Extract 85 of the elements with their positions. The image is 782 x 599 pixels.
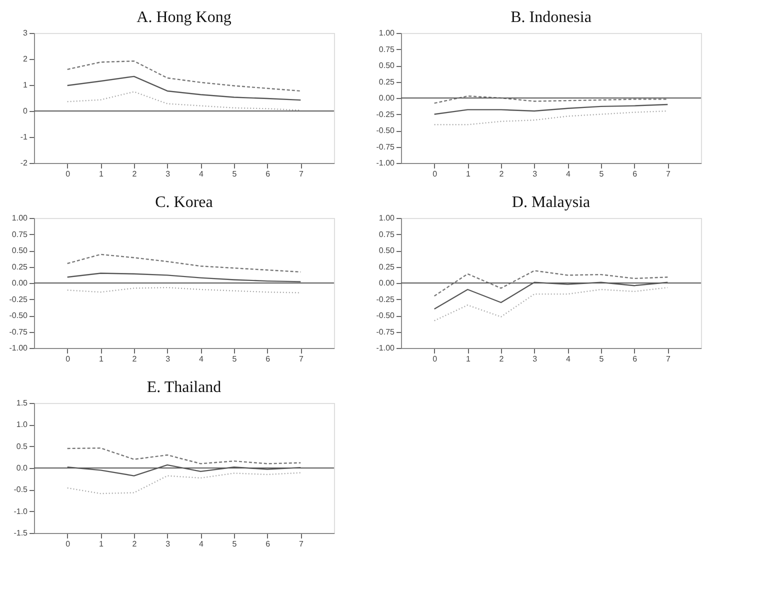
x-tick-label: 6 [266, 170, 271, 178]
x-tick-label: 4 [198, 170, 204, 178]
x-tick-label: 5 [232, 540, 238, 548]
y-tick-label: -1.00 [9, 344, 28, 352]
x-tick-label: 6 [632, 354, 638, 364]
y-tick-label: 0.25 [12, 262, 28, 272]
x-tick-label: 7 [298, 540, 304, 548]
y-tick-label: 0.00 [12, 278, 28, 288]
x-tick-label: 1 [98, 354, 104, 364]
y-tick-label: 0.75 [378, 230, 396, 239]
x-tick-label: 6 [266, 540, 271, 548]
y-tick-label: -0.25 [9, 294, 28, 304]
x-tick-label: 3 [166, 170, 171, 178]
x-tick-label: 1 [466, 170, 471, 178]
y-tick-label: 1.00 [12, 214, 28, 222]
x-tick-label: 3 [532, 354, 538, 364]
y-tick-label: -0.75 [376, 142, 396, 152]
chart-title: A. Hong Kong [136, 9, 232, 26]
x-tick-label: 0 [66, 170, 71, 178]
y-tick-label: -1.5 [14, 528, 28, 538]
y-tick-label: -2 [20, 158, 28, 168]
x-tick-label: 1 [98, 540, 104, 548]
x-tick-label: 5 [599, 354, 604, 364]
y-tick-label: -1 [20, 132, 28, 142]
x-tick-label: 7 [666, 170, 671, 178]
x-tick-label: 4 [566, 170, 571, 178]
x-tick-label: 3 [166, 540, 171, 548]
y-tick-label: 0.50 [378, 61, 396, 70]
x-tick-label: 3 [166, 354, 171, 364]
y-tick-label: -0.50 [376, 126, 396, 135]
x-tick-label: 0 [432, 354, 438, 364]
y-tick-label: -1.00 [376, 344, 396, 352]
chart-title: E. Thailand [146, 379, 222, 396]
x-tick-label: 6 [632, 170, 638, 178]
y-tick-label: -0.75 [9, 327, 28, 336]
x-tick-label: 2 [132, 354, 138, 364]
x-tick-label: 2 [132, 170, 138, 178]
y-tick-label: -0.50 [9, 311, 28, 320]
x-tick-label: 6 [266, 354, 271, 364]
x-tick-label: 1 [466, 354, 471, 364]
x-tick-label: 5 [232, 354, 238, 364]
y-tick-label: -0.25 [376, 110, 396, 119]
x-tick-label: 7 [298, 354, 304, 364]
y-tick-label: -1.00 [376, 158, 396, 168]
y-tick-label: -1.0 [14, 506, 28, 516]
y-tick-label: 3 [23, 28, 28, 38]
x-tick-label: 0 [66, 540, 71, 548]
y-tick-label: 1.5 [16, 398, 28, 408]
x-tick-label: 4 [566, 354, 571, 364]
x-tick-label: 4 [198, 354, 204, 364]
y-tick-label: 0.00 [378, 94, 396, 102]
y-tick-label: 1.00 [378, 28, 396, 38]
x-tick-label: 0 [432, 170, 438, 178]
y-tick-label: 0.0 [16, 464, 28, 472]
y-tick-label: 0.25 [378, 77, 396, 86]
x-tick-label: 5 [599, 170, 604, 178]
y-tick-label: 1 [23, 80, 28, 90]
y-tick-label: 0.5 [16, 442, 28, 451]
x-tick-label: 4 [198, 540, 204, 548]
y-tick-label: 0.25 [378, 262, 396, 272]
y-tick-label: -0.25 [376, 294, 396, 304]
x-tick-label: 2 [499, 170, 504, 178]
y-tick-label: 1.00 [378, 214, 396, 222]
chart-title: B. Indonesia [510, 9, 592, 26]
y-tick-label: 0.75 [12, 230, 28, 239]
x-tick-label: 7 [298, 170, 304, 178]
x-tick-label: 2 [499, 354, 504, 364]
x-tick-label: 7 [666, 354, 671, 364]
x-tick-label: 1 [98, 170, 104, 178]
y-tick-label: 0 [23, 106, 28, 116]
x-tick-label: 2 [132, 540, 138, 548]
y-tick-label: 0.00 [378, 278, 396, 288]
y-tick-label: 1.0 [16, 420, 28, 430]
chart-title: C. Korea [155, 194, 213, 211]
x-tick-label: 5 [232, 170, 238, 178]
chart-title: D. Malaysia [512, 194, 590, 211]
y-tick-label: -0.5 [14, 485, 28, 494]
x-tick-label: 0 [66, 354, 71, 364]
y-tick-label: 0.50 [378, 246, 396, 255]
y-tick-label: -0.50 [376, 311, 396, 320]
x-tick-label: 3 [532, 170, 538, 178]
y-tick-label: 0.50 [12, 246, 28, 255]
y-tick-label: 0.75 [378, 44, 396, 54]
y-tick-label: 2 [23, 54, 28, 64]
y-tick-label: -0.75 [376, 327, 396, 336]
